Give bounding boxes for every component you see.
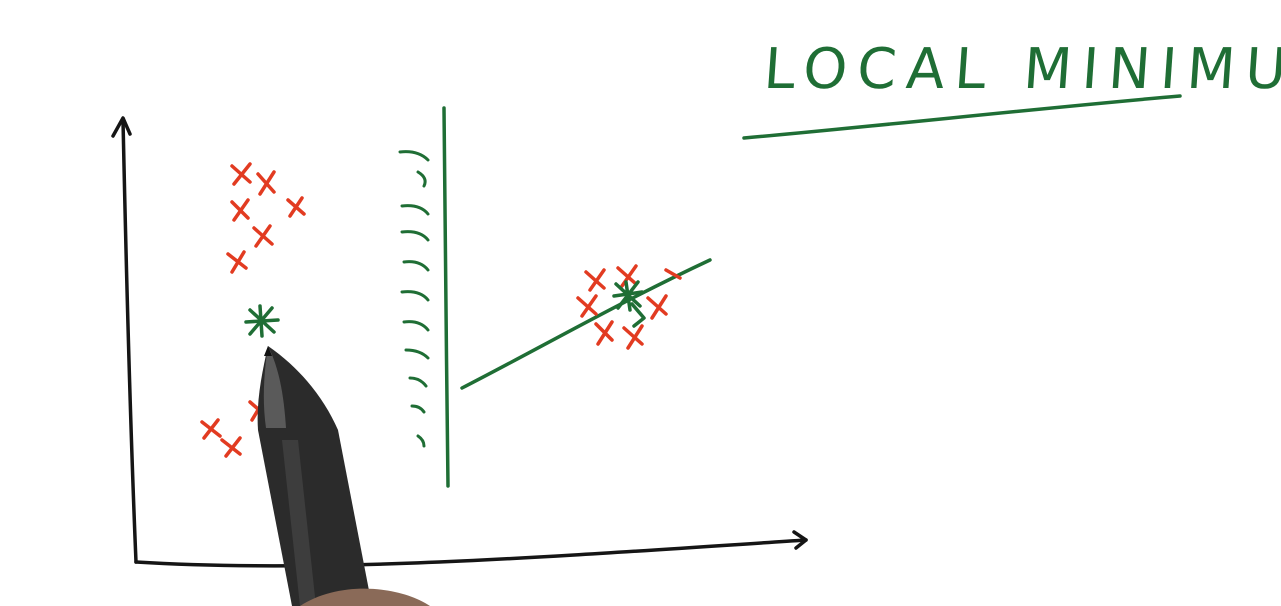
- data-point: [200, 418, 222, 440]
- data-point: [220, 436, 242, 458]
- centroid-trail: [630, 302, 646, 328]
- marker-pen-icon: [257, 346, 430, 606]
- data-point: [576, 294, 598, 318]
- data-point: [230, 198, 250, 222]
- regression-line: [460, 258, 712, 390]
- data-point: [256, 170, 276, 196]
- barrier: [398, 106, 450, 488]
- y-axis-arrowhead: [111, 116, 132, 138]
- y-axis: [121, 118, 138, 564]
- axes: [111, 116, 808, 568]
- data-point: [252, 224, 274, 248]
- x-axis: [134, 538, 808, 568]
- data-point: [594, 320, 614, 346]
- data-point: [646, 294, 668, 320]
- barrier-hatching: [398, 150, 430, 448]
- barrier-line: [442, 106, 450, 488]
- centroid-star: [612, 280, 644, 312]
- x-axis-arrowhead: [792, 530, 808, 550]
- data-point: [226, 250, 248, 274]
- data-point: [286, 196, 306, 218]
- data-point: [230, 162, 252, 186]
- data-point: [584, 268, 606, 292]
- data-point: [622, 324, 644, 350]
- title-underline: [742, 94, 1182, 140]
- title: LOCAL MINIMUM: [761, 37, 1281, 102]
- centroid-markers: [244, 280, 646, 338]
- data-point: [664, 268, 682, 280]
- centroid-star: [244, 304, 280, 338]
